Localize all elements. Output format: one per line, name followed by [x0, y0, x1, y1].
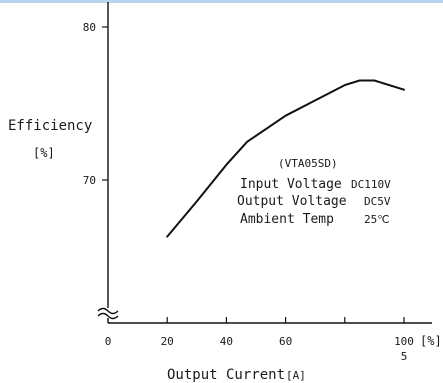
annotation-ambient-temp-label: Ambient Temp — [240, 212, 334, 227]
annotation-input-voltage-label: Input Voltage — [240, 177, 342, 192]
x-axis-label: Output Current — [167, 367, 285, 383]
y-ticks: 70 80 — [83, 21, 108, 187]
annotation-model: (VTA05SD) — [278, 157, 338, 170]
y-tick-label: 80 — [83, 21, 96, 34]
x-tick-sublabel: 5 — [401, 350, 408, 363]
x-tick-label: 0 — [105, 335, 112, 348]
condition-annotation: (VTA05SD) Input Voltage DC110V Output Vo… — [237, 157, 391, 227]
y-axis-label: Efficiency — [8, 118, 92, 134]
x-ticks: 0 20 40 60 100 5 — [105, 317, 414, 363]
annotation-output-voltage-label: Output Voltage — [237, 194, 347, 209]
x-tick-label: 40 — [220, 335, 233, 348]
x-axis-unit-percent: [%] — [420, 334, 442, 348]
annotation-input-voltage-value: DC110V — [351, 178, 391, 191]
x-tick-label: 100 — [394, 335, 414, 348]
x-tick-label: 60 — [279, 335, 292, 348]
annotation-ambient-temp-value: 25℃ — [364, 213, 390, 226]
axes — [97, 2, 432, 324]
x-tick-label: 20 — [161, 335, 174, 348]
x-axis-label-unit: [A] — [286, 369, 306, 382]
axis-break-symbol — [97, 307, 119, 320]
y-axis-unit: [%] — [33, 146, 55, 160]
efficiency-line — [166, 79, 405, 238]
annotation-output-voltage-value: DC5V — [364, 195, 391, 208]
y-tick-label: 70 — [83, 174, 96, 187]
